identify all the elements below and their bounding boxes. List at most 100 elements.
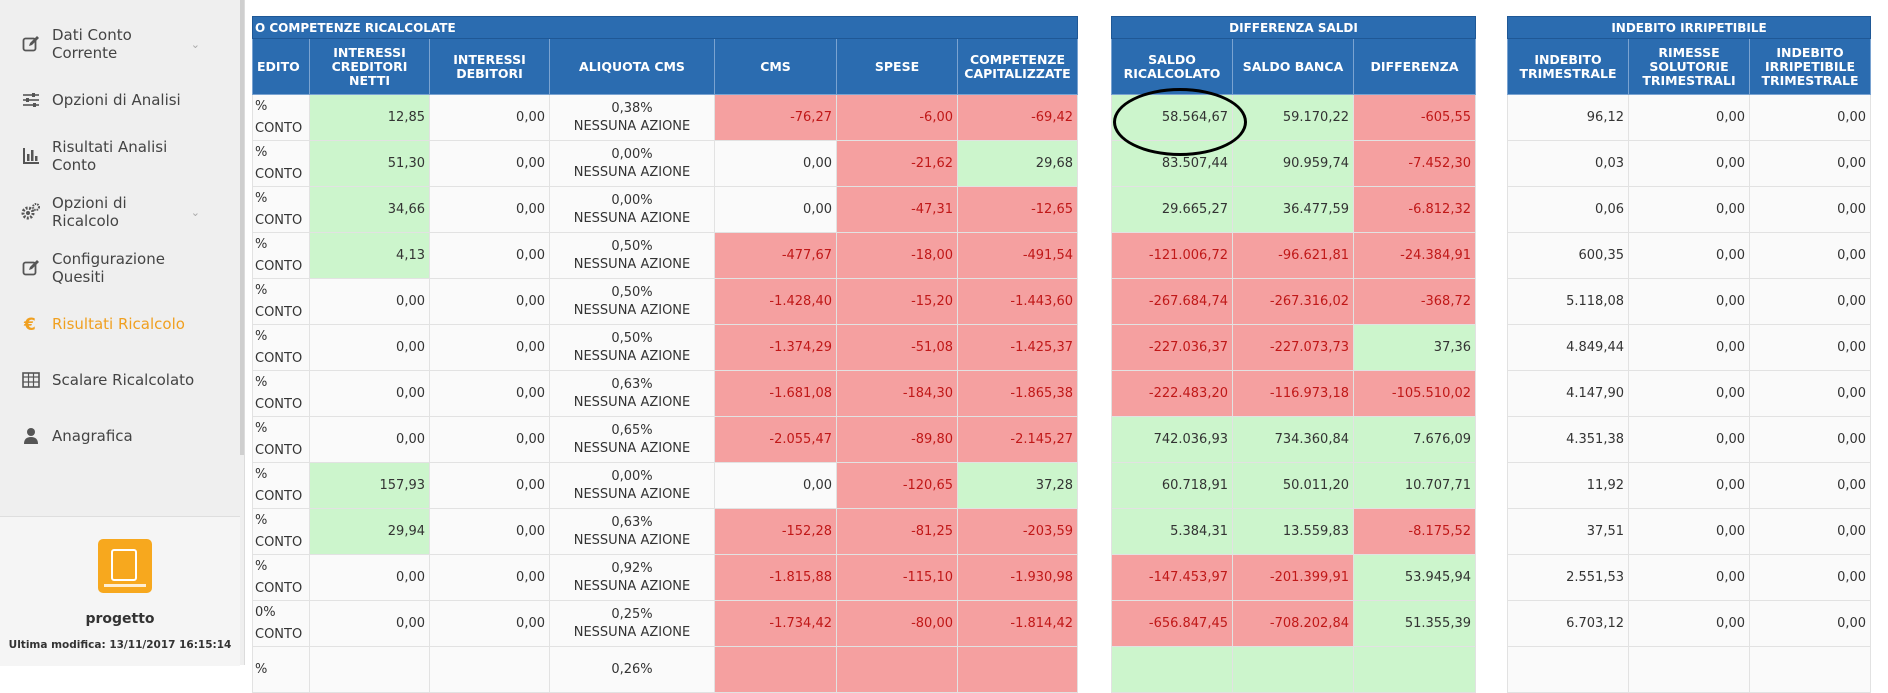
aliquota-value: 0,50% (611, 330, 653, 346)
table-cell-cms: -2.055,47 (714, 416, 837, 463)
aliquota-value: 0,50% (611, 238, 653, 254)
table-cell-rim (1628, 646, 1750, 693)
table-row (1111, 646, 1477, 693)
table-row: -656.847,45 -708.202,84 51.355,39 (1111, 600, 1477, 647)
table-row: % CONTO 0,00 0,00 0,92% NESSUNA AZIONE -1.815,… (252, 554, 1079, 601)
table-cell-spese: -18,00 (836, 232, 958, 279)
table-cell-aliquota: 0,50% NESSUNA AZIONE (549, 278, 715, 325)
table-cell-ind: 5.118,08 (1507, 278, 1629, 325)
table-cell-p1: % (255, 466, 268, 482)
sidebar-item-opzioni-di-analisi[interactable]: Opzioni di Analisi (0, 72, 240, 128)
table-cell-saldo_r (1111, 646, 1233, 693)
aliquota-value: 0,00% (611, 468, 653, 484)
aliquota-action: NESSUNA AZIONE (573, 394, 691, 410)
table-row: % CONTO 0,00 0,00 0,65% NESSUNA AZIONE -2.055,… (252, 416, 1079, 463)
table-cell-icn (309, 646, 430, 693)
edit-icon (20, 257, 42, 279)
table-cell-cms: -152,28 (714, 508, 837, 555)
table-row: 37,51 0,00 0,00 (1507, 508, 1872, 555)
table-cell-saldo_b (1232, 646, 1354, 693)
table-row: -267.684,74 -267.316,02 -368,72 (1111, 278, 1477, 325)
table-cell-rim: 0,00 (1628, 278, 1750, 325)
table-cell-partial: % CONTO (252, 508, 310, 555)
column-header: SALDO RICALCOLATO (1111, 38, 1233, 95)
indebito-table: INDEBITO IRRIPETIBILE INDEBITO TRIMESTRA… (1506, 16, 1872, 693)
table-cell-p2: CONTO (255, 396, 303, 412)
competenze-table: O COMPETENZE RICALCOLATE EDITO INTERESSI … (251, 16, 1079, 693)
table-cell-comp: -1.425,37 (956, 324, 1079, 371)
table-cell-saldo_r: 29.665,27 (1111, 186, 1233, 233)
table-cell-diff: 53.945,94 (1352, 554, 1477, 601)
sidebar-scrollbar[interactable] (240, 0, 244, 455)
table-cell-rim: 0,00 (1628, 600, 1750, 647)
table-cell-icd: 0,00 (429, 186, 550, 233)
table-cell-p1: % (255, 661, 268, 677)
table-cell-aliquota: 0,50% NESSUNA AZIONE (549, 324, 715, 371)
table-cell-irr: 0,00 (1748, 416, 1872, 463)
table-cell-saldo_r: -121.006,72 (1111, 232, 1233, 279)
sidebar-item-configurazione-quesiti[interactable]: Configurazione Quesiti (0, 240, 240, 296)
table-cell-diff: -6.812,32 (1352, 186, 1477, 233)
table-cell-aliquota: 0,00% NESSUNA AZIONE (549, 186, 715, 233)
table-cell-icd: 0,00 (429, 324, 550, 371)
table-cell-saldo_r: 60.718,91 (1111, 462, 1233, 509)
table-row (1507, 646, 1872, 693)
sidebar-item-label: Opzioni di Ricalcolo (52, 194, 127, 230)
table-icon (20, 369, 42, 391)
table-row: % CONTO 0,00 0,00 0,50% NESSUNA AZIONE -1.428,… (252, 278, 1079, 325)
table-cell-diff: -105.510,02 (1352, 370, 1477, 417)
table-cell-diff: 10.707,71 (1352, 462, 1477, 509)
table-cell-icd (429, 646, 550, 693)
table-cell-diff: 7.676,09 (1352, 416, 1477, 463)
table-cell-irr: 0,00 (1748, 462, 1872, 509)
table-cell-icn: 0,00 (309, 370, 430, 417)
sidebar-item-opzioni-di-ricalcolo[interactable]: Opzioni di Ricalcolo ⌄ (0, 184, 240, 240)
table-cell-saldo_b: -201.399,91 (1232, 554, 1354, 601)
aliquota-action: NESSUNA AZIONE (573, 440, 691, 456)
table-cell-p2: CONTO (255, 304, 303, 320)
aliquota-action: NESSUNA AZIONE (573, 532, 691, 548)
table-row: % CONTO 29,94 0,00 0,63% NESSUNA AZIONE -152,2… (252, 508, 1079, 555)
sidebar-item-anagrafica[interactable]: Anagrafica (0, 408, 240, 464)
table-cell-aliquota: 0,25% NESSUNA AZIONE (549, 600, 715, 647)
table-cell-icn: 0,00 (309, 416, 430, 463)
table-cell-comp: -491,54 (956, 232, 1079, 279)
table-cell-cms: 0,00 (714, 186, 837, 233)
table-cell-diff: 37,36 (1352, 324, 1477, 371)
table-cell-rim: 0,00 (1628, 370, 1750, 417)
table-cell-p1: % (255, 282, 268, 298)
table-cell-p1: 0% (255, 604, 276, 620)
sidebar-item-risultati-ricalcolo[interactable]: € Risultati Ricalcolo (0, 296, 240, 352)
chevron-down-icon: ⌄ (190, 37, 200, 51)
table-row: 742.036,93 734.360,84 7.676,09 (1111, 416, 1477, 463)
table-cell-p2: CONTO (255, 120, 303, 136)
user-icon (20, 425, 42, 447)
sidebar-item-scalare-ricalcolato[interactable]: Scalare Ricalcolato (0, 352, 240, 408)
table-cell-spese: -21,62 (836, 140, 958, 187)
table-row: -121.006,72 -96.621,81 -24.384,91 (1111, 232, 1477, 279)
table-cell-p1: % (255, 328, 268, 344)
indebito-band: INDEBITO IRRIPETIBILE (1506, 16, 1872, 39)
table-cell-spese: -80,00 (836, 600, 958, 647)
table-row: % CONTO 0,00 0,00 0,50% NESSUNA AZIONE -1.374,… (252, 324, 1079, 371)
table-row: -222.483,20 -116.973,18 -105.510,02 (1111, 370, 1477, 417)
table-cell-partial: % CONTO (252, 94, 310, 141)
table-cell-aliquota: 0,00% NESSUNA AZIONE (549, 462, 715, 509)
table-cell-irr: 0,00 (1748, 508, 1872, 555)
table-cell-saldo_r: 58.564,67 (1111, 94, 1233, 141)
table-cell-irr: 0,00 (1748, 232, 1872, 279)
table-cell-partial: % CONTO (252, 370, 310, 417)
sidebar-menu: Dati Conto Corrente ⌄ Opzioni di Analisi Ri… (0, 16, 240, 464)
sidebar-item-dati-conto-corrente[interactable]: Dati Conto Corrente ⌄ (0, 16, 240, 72)
table-cell-rim: 0,00 (1628, 140, 1750, 187)
table-cell-irr: 0,00 (1748, 278, 1872, 325)
table-cell-comp: -1.865,38 (956, 370, 1079, 417)
table-row: % CONTO 0,00 0,00 0,63% NESSUNA AZIONE -1.681,… (252, 370, 1079, 417)
project-logo[interactable] (98, 539, 152, 593)
table-row: 5.384,31 13.559,83 -8.175,52 (1111, 508, 1477, 555)
project-panel: progetto Ultima modifica: 13/11/2017 16:… (0, 516, 240, 666)
sidebar-item-risultati-analisi-conto[interactable]: Risultati Analisi Conto (0, 128, 240, 184)
table-row: 83.507,44 90.959,74 -7.452,30 (1111, 140, 1477, 187)
aliquota-action: NESSUNA AZIONE (573, 486, 691, 502)
table-cell-aliquota: 0,26% (549, 646, 715, 693)
